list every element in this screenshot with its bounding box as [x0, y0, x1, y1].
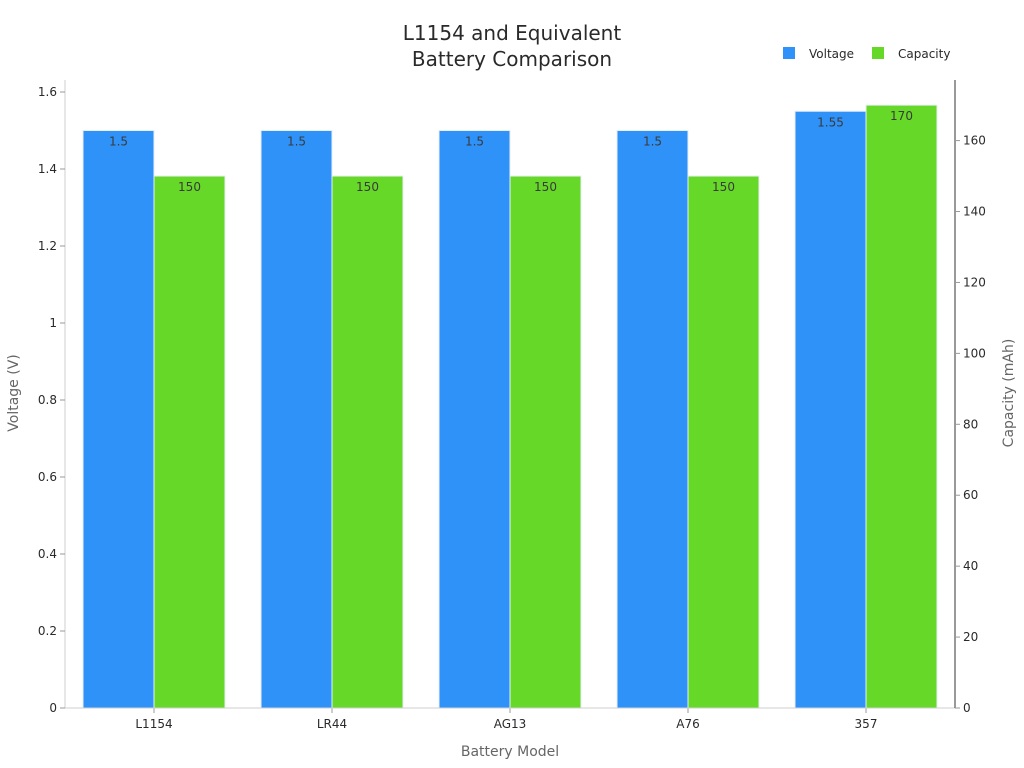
data-label-voltage-lr44: 1.5 — [287, 135, 306, 149]
left-y-tick-label: 1.4 — [38, 162, 57, 176]
legend-label-voltage: Voltage — [809, 47, 854, 61]
right-y-tick-label: 0 — [963, 701, 971, 715]
bar-capacity-ag13 — [509, 175, 582, 709]
bar-voltage-a76 — [616, 130, 689, 709]
legend-swatch-capacity — [872, 47, 884, 59]
chart-title-line-2: Battery Comparison — [412, 47, 612, 71]
right-y-tick-label: 100 — [963, 346, 986, 360]
bar-voltage-lr44 — [260, 130, 333, 709]
left-y-tick-label: 0.4 — [38, 547, 57, 561]
right-y-axis-title: Capacity (mAh) — [1001, 339, 1017, 448]
left-y-tick-label: 1.2 — [38, 239, 57, 253]
right-y-tick-label: 120 — [963, 275, 986, 289]
bar-voltage-ag13 — [438, 130, 511, 709]
right-y-tick-label: 20 — [963, 630, 978, 644]
x-tick-label-a76: A76 — [676, 717, 699, 731]
axes-layer: L1154 LR44 AG13 A76 357 0 0.2 0.4 0.6 0.8 1 1.2 1.4 1… — [38, 80, 986, 731]
right-y-tick-label: 60 — [963, 488, 978, 502]
left-y-tick-label: 0.2 — [38, 624, 57, 638]
left-y-axis-title: Voltage (V) — [6, 354, 22, 431]
x-tick-label-ag13: AG13 — [494, 717, 527, 731]
data-label-voltage-a76: 1.5 — [643, 135, 662, 149]
legend-swatch-voltage — [783, 47, 795, 59]
bars-layer — [82, 104, 938, 709]
x-tick-label-lr44: LR44 — [317, 717, 347, 731]
data-label-voltage-357: 1.55 — [817, 115, 844, 129]
right-y-tick-label: 160 — [963, 134, 986, 148]
left-y-tick-label: 0 — [49, 701, 57, 715]
left-y-tick-label: 0.8 — [38, 393, 57, 407]
legend: Voltage Capacity — [783, 47, 950, 61]
bar-voltage-357 — [794, 110, 867, 709]
data-label-voltage-l1154: 1.5 — [109, 135, 128, 149]
bar-capacity-l1154 — [153, 175, 226, 709]
bar-capacity-lr44 — [331, 175, 404, 709]
left-y-tick-label: 1.6 — [38, 85, 57, 99]
chart-title-line-1: L1154 and Equivalent — [403, 21, 622, 45]
data-label-capacity-a76: 150 — [712, 180, 735, 194]
data-label-capacity-lr44: 150 — [356, 180, 379, 194]
left-y-tick-label: 1 — [49, 316, 57, 330]
data-label-capacity-ag13: 150 — [534, 180, 557, 194]
bar-voltage-l1154 — [82, 130, 155, 709]
x-tick-label-357: 357 — [855, 717, 878, 731]
right-y-tick-label: 40 — [963, 559, 978, 573]
right-y-tick-label: 80 — [963, 417, 978, 431]
data-label-voltage-ag13: 1.5 — [465, 135, 484, 149]
data-labels-layer: 1.5 150 1.5 150 1.5 150 1.5 150 1.55 170 — [109, 109, 913, 194]
bar-capacity-a76 — [687, 175, 760, 709]
right-y-tick-label: 140 — [963, 205, 986, 219]
left-y-tick-label: 0.6 — [38, 470, 57, 484]
legend-label-capacity: Capacity — [898, 47, 950, 61]
x-tick-label-l1154: L1154 — [135, 717, 172, 731]
x-axis-title: Battery Model — [461, 744, 559, 760]
bar-capacity-357 — [865, 104, 938, 709]
data-label-capacity-l1154: 150 — [178, 180, 201, 194]
data-label-capacity-357: 170 — [890, 109, 913, 123]
